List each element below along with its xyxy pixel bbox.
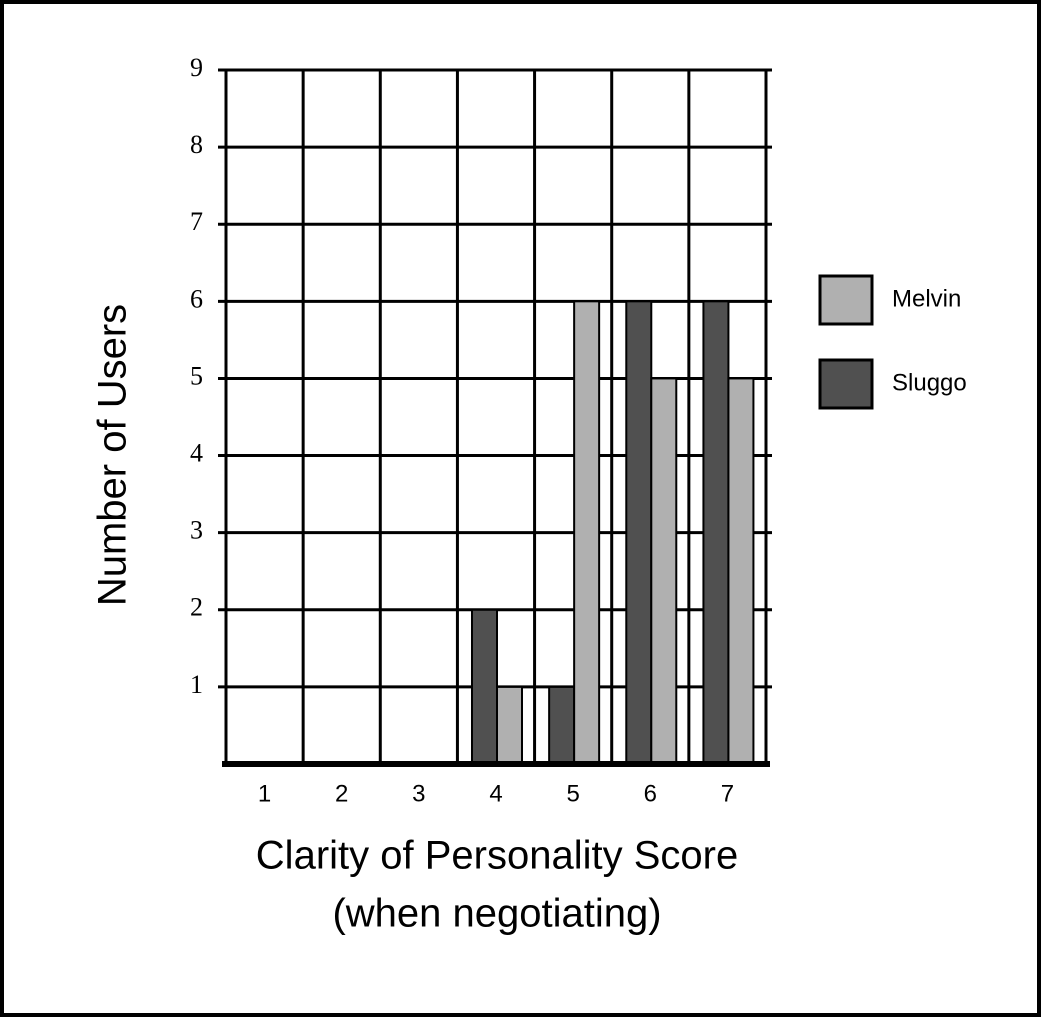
bar bbox=[471, 608, 498, 765]
bar bbox=[702, 300, 730, 765]
x-tick-label: 4 bbox=[489, 780, 502, 807]
x-tick-label: 6 bbox=[644, 780, 657, 807]
x-axis-label: (when negotiating) bbox=[332, 892, 661, 936]
legend-swatch bbox=[818, 358, 874, 410]
x-tick-label: 1 bbox=[258, 780, 271, 807]
y-tick-label: 6 bbox=[190, 284, 203, 313]
bar bbox=[650, 377, 678, 765]
y-tick-label: 2 bbox=[190, 593, 203, 622]
x-tick-label: 7 bbox=[721, 780, 734, 807]
bar bbox=[548, 685, 576, 766]
y-tick-label: 4 bbox=[190, 439, 203, 468]
x-tick-label: 2 bbox=[335, 780, 348, 807]
y-tick-label: 8 bbox=[190, 130, 203, 159]
y-tick-label: 3 bbox=[190, 516, 203, 545]
y-tick-label: 7 bbox=[190, 207, 203, 236]
bar bbox=[573, 300, 601, 765]
y-tick-label: 1 bbox=[190, 670, 203, 699]
legend-label: Sluggo bbox=[892, 369, 967, 396]
x-tick-label: 3 bbox=[412, 780, 425, 807]
legend-label: Melvin bbox=[892, 285, 961, 312]
legend-swatch bbox=[818, 274, 874, 326]
y-tick-label: 5 bbox=[190, 361, 203, 390]
x-tick-label: 5 bbox=[566, 780, 579, 807]
bar bbox=[727, 377, 755, 765]
x-axis-label: Clarity of Personality Score bbox=[256, 834, 738, 878]
y-tick-label: 9 bbox=[190, 53, 203, 82]
y-axis-label: Number of Users bbox=[91, 304, 135, 606]
bar bbox=[496, 685, 523, 766]
bar bbox=[625, 300, 653, 765]
